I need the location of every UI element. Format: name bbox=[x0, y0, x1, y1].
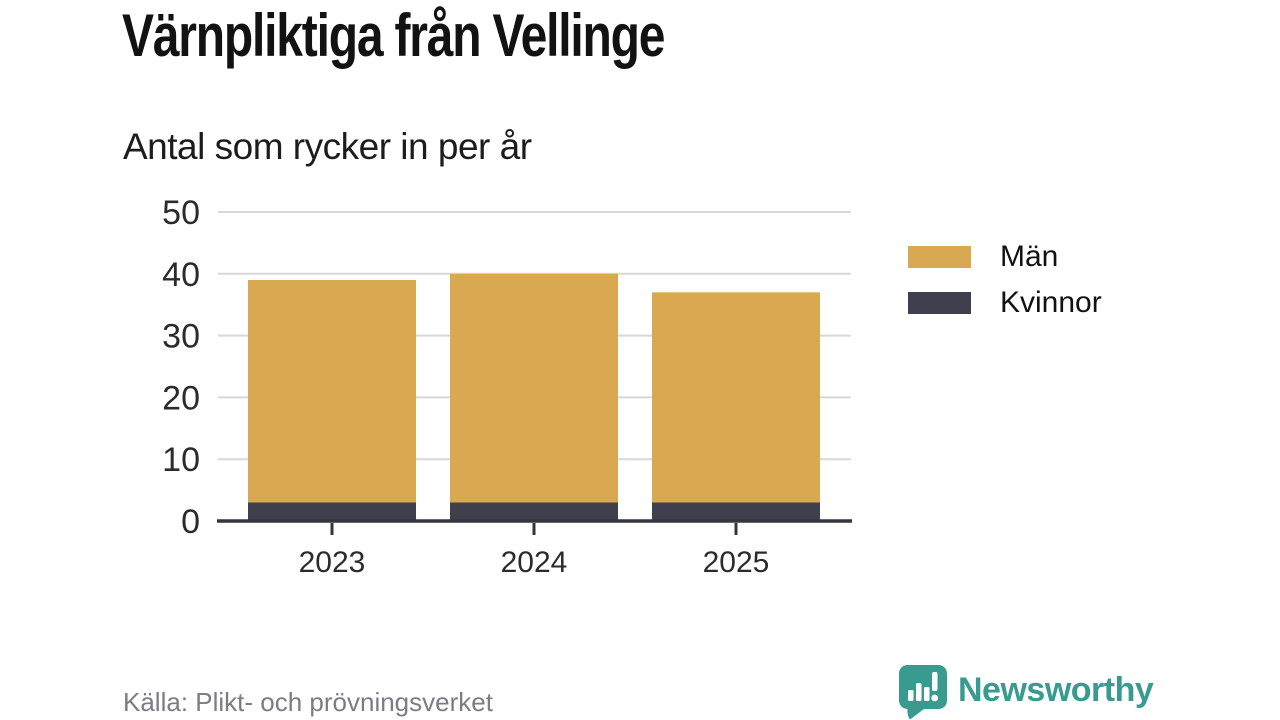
brand-footer: Newsworthy bbox=[897, 664, 1154, 720]
x-axis-label: 2023 bbox=[299, 546, 366, 579]
x-axis-label: 2024 bbox=[501, 546, 568, 579]
bar-segment-Män-2025 bbox=[652, 292, 820, 503]
logo-bar-2 bbox=[916, 683, 922, 701]
y-axis-label: 20 bbox=[162, 379, 200, 417]
y-axis-label: 0 bbox=[181, 503, 200, 541]
logo-bar-1 bbox=[908, 690, 914, 701]
legend-item-women: Kvinnor bbox=[908, 280, 1102, 326]
y-axis-label: 30 bbox=[162, 318, 200, 356]
legend-item-men: Män bbox=[908, 234, 1102, 280]
y-axis-label: 50 bbox=[162, 194, 200, 232]
chart-title: Värnpliktiga från Vellinge bbox=[122, 2, 665, 69]
bar-segment-Män-2023 bbox=[248, 279, 416, 503]
bar-segment-Kvinnor-2023 bbox=[248, 502, 416, 521]
legend-label-women: Kvinnor bbox=[1000, 286, 1102, 319]
logo-exclamation-dot bbox=[931, 694, 939, 702]
logo-bubble bbox=[899, 665, 947, 720]
bar-segment-Kvinnor-2024 bbox=[450, 502, 618, 521]
legend: Män Kvinnor bbox=[908, 234, 1102, 326]
bar-segment-Kvinnor-2025 bbox=[652, 502, 820, 521]
legend-swatch-women-icon bbox=[908, 292, 971, 314]
x-axis-label: 2025 bbox=[703, 546, 770, 579]
newsworthy-logo-icon bbox=[899, 665, 947, 720]
bar-segment-Män-2024 bbox=[450, 273, 618, 503]
source-note: Källa: Plikt- och prövningsverket bbox=[123, 687, 493, 717]
chart-subtitle: Antal som rycker in per år bbox=[123, 126, 532, 167]
logo-exclamation-stem bbox=[932, 672, 938, 691]
legend-label-men: Män bbox=[1000, 240, 1059, 273]
brand-name: Newsworthy bbox=[958, 671, 1154, 709]
logo-bar-3 bbox=[924, 687, 930, 701]
y-axis-label: 10 bbox=[162, 441, 200, 479]
legend-swatch-men-icon bbox=[908, 246, 971, 268]
y-axis-label: 40 bbox=[162, 256, 200, 294]
